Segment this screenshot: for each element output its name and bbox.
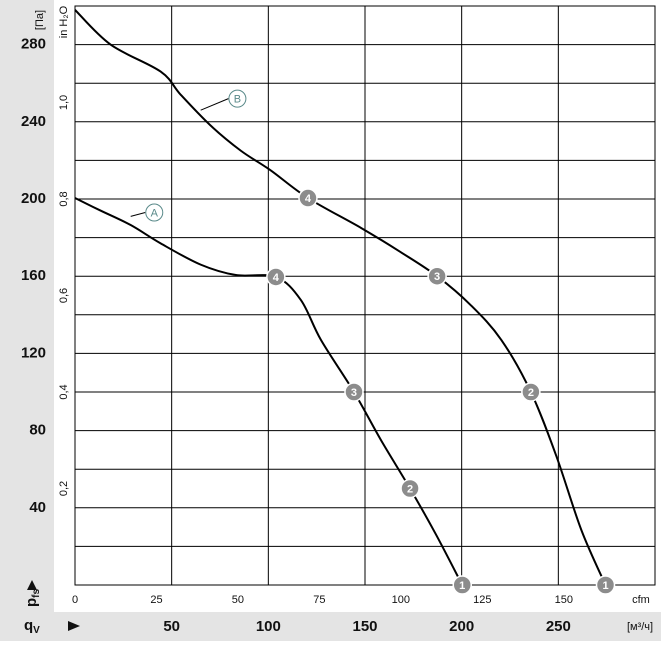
x2-tick-label: 0 — [72, 594, 78, 606]
curve-tag — [145, 203, 164, 222]
point-marker: 3 — [427, 266, 447, 286]
point-circle — [344, 382, 364, 402]
y-tick-label: 120 — [21, 344, 46, 361]
point-circle — [427, 266, 447, 286]
point-label: 2 — [528, 387, 534, 399]
y-tick-label: 280 — [21, 36, 46, 53]
point-marker: 4 — [298, 188, 318, 208]
point-label: 1 — [459, 580, 465, 592]
point-marker: 1 — [595, 575, 616, 595]
point-circle — [298, 188, 318, 208]
y2-tick-label: 0,8 — [58, 191, 70, 206]
y-title-main: p — [23, 598, 40, 607]
x2-tick-label: 25 — [150, 594, 162, 606]
curve-name: A — [151, 207, 159, 219]
x-tick-label: 250 — [546, 618, 571, 635]
x-tick-label: 150 — [352, 618, 377, 635]
x-title-sub: V — [33, 625, 40, 636]
point-label: 3 — [351, 387, 357, 399]
y-unit: [Па] — [34, 10, 46, 30]
point-marker: 1 — [452, 575, 472, 595]
point-circle — [521, 382, 541, 402]
curve-name: B — [234, 94, 241, 106]
x2-tick-label: 100 — [392, 594, 410, 606]
y-arrow — [27, 580, 37, 590]
point-marker: 4 — [266, 267, 286, 287]
x2-tick-label: 50 — [232, 594, 244, 606]
x2-tick-label: 75 — [313, 594, 325, 606]
x-tick-label: 200 — [449, 618, 474, 635]
y2-tick-label: 1,0 — [58, 95, 70, 110]
callout-line — [130, 212, 146, 217]
x2-tick-label: 125 — [473, 594, 491, 606]
point-circle — [595, 575, 616, 595]
y-title-sub: fs — [31, 589, 42, 598]
point-label: 4 — [305, 193, 312, 205]
point-marker: 3 — [344, 382, 364, 402]
y2-tick-label: 0,4 — [58, 384, 70, 399]
x-title-main: q — [24, 617, 33, 634]
x2-unit: cfm — [632, 594, 650, 606]
x2-tick-label: 150 — [555, 594, 573, 606]
x-title: qV — [24, 617, 40, 636]
left-band — [0, 0, 54, 641]
curve-tag — [228, 89, 247, 108]
point-circle — [452, 575, 472, 595]
point-circle — [400, 478, 420, 499]
y-tick-label: 80 — [29, 422, 46, 439]
point-label: 4 — [273, 272, 280, 284]
y-tick-label: 200 — [21, 190, 46, 207]
callout-line — [200, 98, 229, 111]
curve — [74, 9, 607, 586]
point-marker: 2 — [521, 382, 541, 402]
point-marker: 2 — [400, 478, 420, 499]
y2-unit: in H₂O — [58, 5, 70, 38]
x-tick-label: 100 — [256, 618, 281, 635]
y2-tick-label: 0,2 — [58, 481, 70, 496]
x-tick-label: 50 — [163, 618, 180, 635]
y-tick-label: 240 — [21, 113, 46, 130]
y-tick-label: 160 — [21, 267, 46, 284]
bottom-band — [0, 612, 661, 641]
point-label: 2 — [407, 483, 413, 495]
x-arrow — [68, 621, 80, 631]
y-tick-label: 40 — [29, 499, 46, 516]
y-title: pfs — [23, 589, 42, 608]
point-label: 1 — [602, 580, 608, 592]
point-label: 3 — [434, 271, 440, 283]
x-unit: [м³/ч] — [627, 621, 653, 633]
y2-tick-label: 0,6 — [58, 288, 70, 303]
point-circle — [266, 267, 286, 287]
